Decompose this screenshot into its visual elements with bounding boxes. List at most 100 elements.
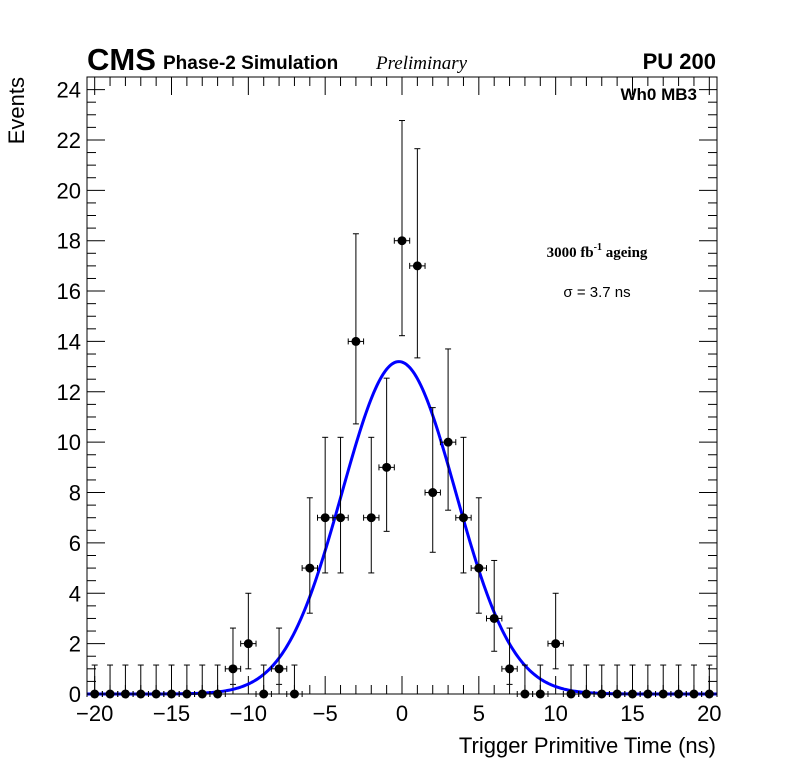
x-tick-label: 5 <box>473 701 485 726</box>
data-point-group <box>132 664 149 699</box>
data-point <box>627 689 637 699</box>
data-point <box>489 613 499 623</box>
data-point-group <box>301 497 318 614</box>
ageing-main-text: 3000 fb <box>547 245 594 261</box>
data-point <box>151 689 161 699</box>
status-label: Preliminary <box>375 53 468 74</box>
data-point <box>197 689 207 699</box>
chamber-label: Wh0 MB3 <box>621 85 698 104</box>
y-tick-label: 20 <box>57 178 81 203</box>
data-point-group <box>270 627 288 685</box>
data-point <box>674 689 684 699</box>
data-point-group <box>547 592 564 670</box>
data-point-group <box>424 407 441 553</box>
data-point-group <box>409 148 426 359</box>
x-tick-label: 10 <box>543 701 567 726</box>
data-point-group <box>701 664 718 699</box>
data-point <box>351 336 361 346</box>
data-point <box>689 689 699 699</box>
data-point <box>397 236 407 246</box>
data-point <box>213 689 223 699</box>
data-point <box>443 437 453 447</box>
data-point <box>474 563 484 573</box>
data-point <box>597 689 607 699</box>
data-point-group <box>639 664 657 699</box>
data-point-group <box>224 627 242 685</box>
ageing-exponent-text: -1 <box>594 242 602 253</box>
data-point <box>520 689 530 699</box>
data-point-group <box>163 664 180 699</box>
x-tick-label: −15 <box>153 701 190 726</box>
data-point-group <box>332 436 349 574</box>
data-point <box>366 513 376 523</box>
x-tick-label: −20 <box>76 701 113 726</box>
data-point-group <box>608 664 626 699</box>
data-point-group <box>255 664 272 699</box>
data-point-group <box>470 497 488 614</box>
data-point <box>658 689 668 699</box>
y-tick-label: 24 <box>57 78 81 103</box>
data-point <box>382 462 392 472</box>
data-point-group <box>240 592 257 670</box>
y-tick-label: 10 <box>57 430 81 455</box>
x-tick-label: −10 <box>230 701 267 726</box>
ageing-label: 3000 fb-1 ageing <box>547 242 648 261</box>
data-point <box>458 513 468 523</box>
data-point <box>259 689 269 699</box>
x-tick-label: 15 <box>620 701 644 726</box>
data-point <box>243 639 253 649</box>
data-point <box>428 488 438 498</box>
data-point-group <box>286 664 303 699</box>
data-point <box>612 689 622 699</box>
data-point-group <box>393 120 411 337</box>
y-tick-label: 16 <box>57 279 81 304</box>
data-point-group <box>532 664 549 699</box>
data-point <box>643 689 653 699</box>
data-point-group <box>147 664 165 699</box>
data-point-group <box>486 559 503 652</box>
data-point <box>120 689 130 699</box>
data-point <box>566 689 576 699</box>
data-point-group <box>455 436 472 574</box>
data-point-group <box>516 664 534 699</box>
data-point <box>551 639 561 649</box>
data-point-group <box>347 233 365 425</box>
data-point <box>704 689 714 699</box>
x-tick-label: −5 <box>313 701 338 726</box>
y-tick-label: 4 <box>69 581 81 606</box>
data-point-group <box>378 377 395 532</box>
data-point <box>305 563 315 573</box>
y-tick-label: 22 <box>57 128 81 153</box>
y-tick-label: 2 <box>69 632 81 657</box>
data-point <box>136 689 146 699</box>
data-point <box>274 664 284 674</box>
x-axis-title: Trigger Primitive Time (ns) <box>459 733 716 758</box>
data-point <box>289 689 299 699</box>
data-point-group <box>439 348 457 511</box>
data-point-group <box>316 436 334 574</box>
pileup-label: PU 200 <box>643 49 716 74</box>
ageing-suffix-text: ageing <box>602 245 648 261</box>
data-point <box>581 689 591 699</box>
data-point-group <box>363 436 380 574</box>
data-point <box>505 664 515 674</box>
data-point <box>320 513 330 523</box>
y-tick-label: 6 <box>69 531 81 556</box>
data-point <box>182 689 192 699</box>
data-point-group <box>209 664 226 699</box>
data-point <box>336 513 346 523</box>
data-point <box>535 689 545 699</box>
subtitle-label: Phase-2 Simulation <box>163 53 338 74</box>
y-axis-title: Events <box>4 77 29 144</box>
x-tick-label: 20 <box>697 701 721 726</box>
data-point-group <box>501 627 518 685</box>
sigma-label: σ = 3.7 ns <box>563 284 630 301</box>
axis-ticks <box>87 76 717 695</box>
experiment-label: CMS <box>87 42 156 77</box>
data-point-group <box>101 664 119 699</box>
data-point <box>167 689 177 699</box>
y-tick-label: 0 <box>69 682 81 707</box>
y-tick-label: 8 <box>69 481 81 506</box>
data-point-group <box>562 664 580 699</box>
